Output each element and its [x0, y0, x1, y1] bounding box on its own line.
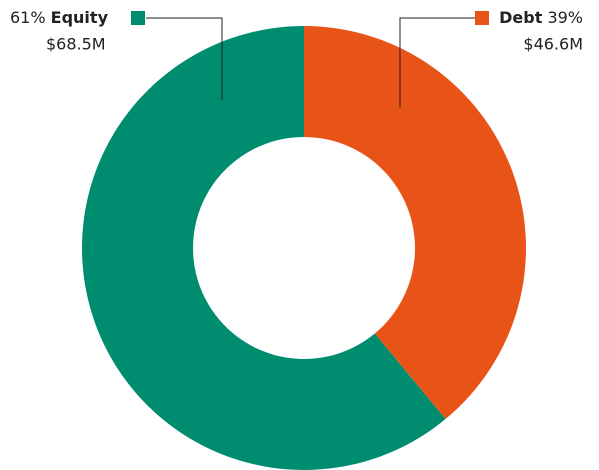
- leader-line: [146, 17, 223, 100]
- donut-slice: [304, 26, 526, 420]
- percent-label: 61%: [10, 8, 46, 27]
- legend-label: Debt 39%: [499, 8, 583, 27]
- legend-label: 61% Equity: [10, 8, 109, 27]
- category-name: Equity: [51, 8, 109, 27]
- leader-line: [399, 17, 475, 108]
- legend-swatch: [131, 11, 145, 25]
- category-name: Debt: [499, 8, 543, 27]
- donut-slice: [81, 26, 446, 470]
- amount-label: $68.5M: [46, 35, 106, 54]
- legend-swatch: [475, 11, 489, 25]
- amount-label: $46.6M: [523, 35, 583, 54]
- percent-label: 39%: [547, 8, 583, 27]
